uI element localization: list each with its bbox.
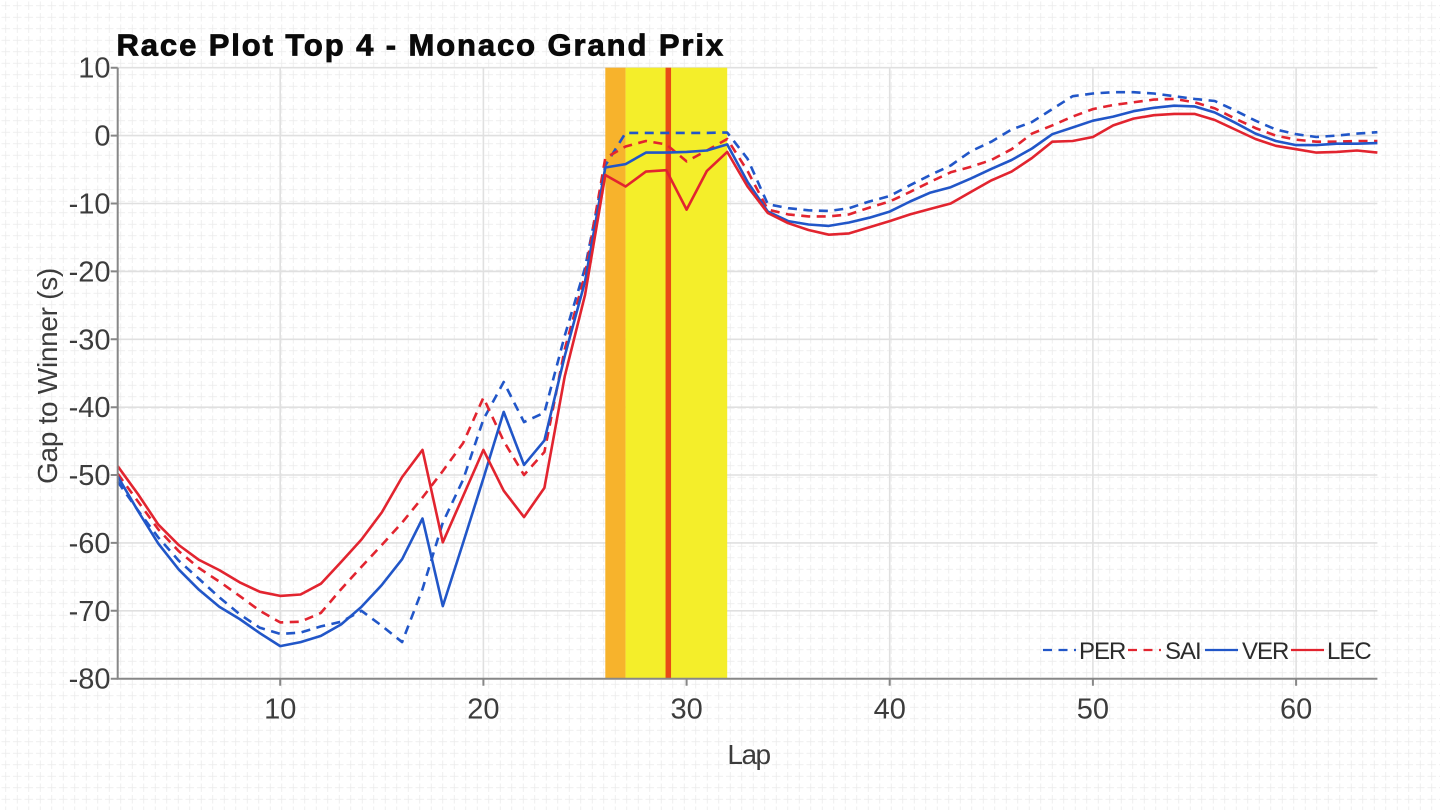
svg-text:60: 60 — [1280, 694, 1312, 726]
svg-text:40: 40 — [874, 694, 906, 726]
svg-text:Gap to Winner (s): Gap to Winner (s) — [32, 268, 63, 484]
svg-text:10: 10 — [264, 694, 296, 726]
svg-text:LEC: LEC — [1327, 638, 1371, 665]
svg-text:Lap: Lap — [727, 739, 770, 770]
svg-text:-50: -50 — [69, 460, 111, 492]
svg-text:-60: -60 — [69, 528, 111, 560]
svg-text:-70: -70 — [69, 596, 111, 628]
svg-text:VER: VER — [1242, 638, 1289, 665]
svg-text:-40: -40 — [69, 392, 111, 424]
svg-text:-10: -10 — [69, 189, 111, 221]
svg-text:PER: PER — [1079, 638, 1126, 665]
svg-text:-20: -20 — [69, 256, 111, 288]
svg-text:Race Plot Top 4 - Monaco Grand: Race Plot Top 4 - Monaco Grand Prix — [117, 27, 726, 62]
svg-text:50: 50 — [1077, 694, 1109, 726]
svg-text:20: 20 — [467, 694, 499, 726]
svg-text:-30: -30 — [69, 324, 111, 356]
svg-text:30: 30 — [670, 694, 702, 726]
svg-text:10: 10 — [78, 53, 110, 85]
svg-text:-80: -80 — [69, 664, 111, 696]
svg-text:0: 0 — [94, 121, 110, 153]
svg-text:SAI: SAI — [1165, 638, 1201, 665]
